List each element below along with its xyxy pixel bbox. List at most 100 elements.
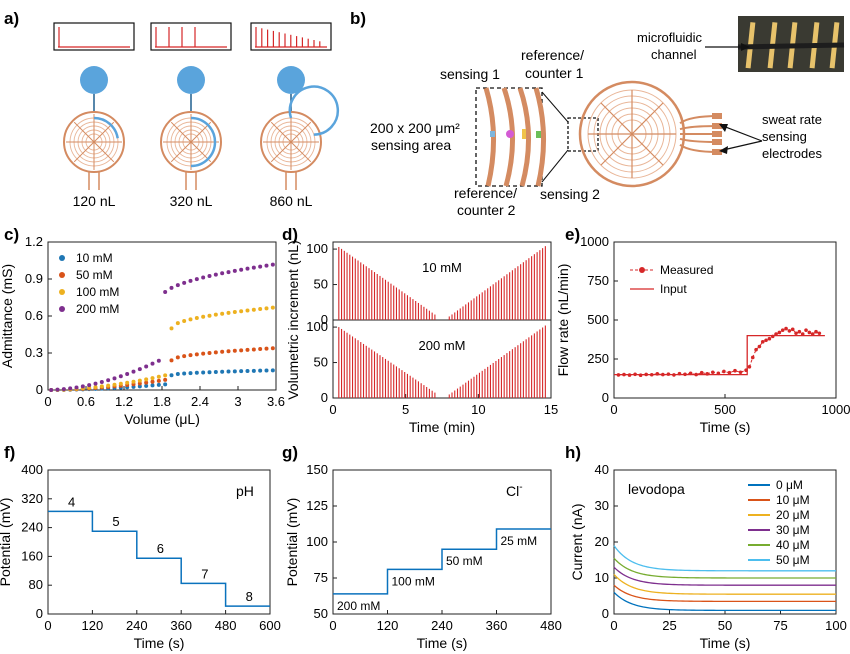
y-tick-label: 0 <box>36 382 43 397</box>
y-axis-label: Admittance (mS) <box>0 264 15 368</box>
device-b-spoke <box>600 102 633 135</box>
label-microfluidic-a: microfluidic <box>637 30 703 45</box>
data-point <box>156 378 161 383</box>
measured-point <box>790 327 795 332</box>
device-b-spoke <box>600 133 633 166</box>
data-point <box>264 368 269 373</box>
data-point <box>270 305 275 310</box>
x-tick-label: 600 <box>259 618 281 633</box>
panel-a-devices <box>53 22 340 190</box>
measured-point <box>677 371 682 376</box>
measured-point <box>800 332 805 336</box>
reference-2-electrode <box>517 87 532 187</box>
measured-point <box>649 372 654 377</box>
sensing-2-electrode <box>533 87 547 187</box>
data-point <box>270 262 275 267</box>
cl-annotation: Cl- <box>506 482 523 499</box>
marks-g: 200 mM 100 mM 50 mM 25 mM <box>333 528 551 613</box>
measured-point <box>644 372 648 377</box>
measured-point <box>780 328 785 332</box>
data-point <box>188 353 193 358</box>
cl-annotation-sup: - <box>519 482 522 493</box>
label-reference-1b: counter 1 <box>525 65 584 81</box>
y-tick-label: 0.9 <box>25 271 43 286</box>
axes-f: 0 120 240 360 480 600 0 80 160 240 320 400 Time (s) P… <box>0 462 281 651</box>
current-trace <box>613 591 837 612</box>
data-point <box>144 377 149 382</box>
legend-marker <box>59 255 65 261</box>
panel-label-h: h) <box>565 443 581 462</box>
current-trace <box>613 566 836 586</box>
y-tick-label: 50 <box>314 606 328 621</box>
measured-point <box>722 369 726 374</box>
levodopa-annotation: levodopa <box>628 481 685 497</box>
legend-label: 200 mM <box>76 302 119 316</box>
data-point <box>251 347 256 352</box>
x-tick-label: 480 <box>540 618 562 633</box>
marks-d: 10 mM 200 mM <box>338 246 546 398</box>
data-point <box>175 355 180 360</box>
legend-label: 10 μM <box>776 493 810 507</box>
device-spoke <box>73 141 95 163</box>
data-point <box>144 380 149 385</box>
y-tick-label: 150 <box>306 462 328 477</box>
sweat-arrowhead-1 <box>719 124 728 132</box>
data-point <box>264 263 269 268</box>
data-point <box>169 326 174 331</box>
data-point <box>232 348 237 353</box>
measured-point <box>727 370 732 375</box>
device-spoke <box>73 121 95 143</box>
data-point <box>226 270 231 275</box>
data-point <box>220 369 225 374</box>
y-tick-label: 100 <box>306 319 328 334</box>
x-tick-label: 5 <box>402 402 409 417</box>
x-tick-label: 1.8 <box>153 394 171 409</box>
label-sensing-2: sensing 2 <box>540 186 600 202</box>
series-label: 10 mM <box>422 260 462 275</box>
measured-point <box>705 372 710 376</box>
data-point <box>251 307 256 312</box>
data-point <box>93 385 98 390</box>
data-point <box>68 386 73 391</box>
data-point <box>163 373 168 378</box>
data-point <box>131 369 136 374</box>
data-point <box>112 382 117 387</box>
x-tick-label: 0 <box>44 394 51 409</box>
current-trace <box>613 545 837 572</box>
data-point <box>213 272 218 277</box>
sensing-area-blue <box>490 131 495 137</box>
data-point <box>137 381 142 386</box>
x-tick-label: 500 <box>714 402 736 417</box>
data-point <box>150 379 155 384</box>
measured-point <box>627 373 632 377</box>
y-tick-label: 0 <box>602 390 609 405</box>
x-tick-label: 240 <box>126 618 148 633</box>
measured-point <box>683 372 687 377</box>
x-tick-label: 1.2 <box>115 394 133 409</box>
axes-h: 0 25 50 75 100 0 10 20 30 40 Time (s) Current (nA) <box>569 462 847 651</box>
step-label: 5 <box>112 514 119 529</box>
step-label: 6 <box>157 541 164 556</box>
y-tick-label: 10 <box>595 570 609 585</box>
y-tick-label: 1.2 <box>25 234 43 249</box>
data-point <box>137 367 142 372</box>
y-tick-label: 250 <box>587 351 609 366</box>
data-point <box>156 374 161 379</box>
data-point <box>131 379 136 384</box>
x-tick-label: 480 <box>215 618 237 633</box>
data-point <box>258 368 263 373</box>
data-point <box>182 354 187 359</box>
reservoir-circle <box>177 66 205 94</box>
data-point <box>201 351 206 356</box>
y-tick-label: 50 <box>314 277 328 292</box>
device-b-spoke <box>631 102 664 135</box>
data-point <box>175 283 180 288</box>
sweat-arrowhead-2 <box>719 146 728 154</box>
measured-point <box>817 331 822 336</box>
data-point <box>239 369 244 374</box>
data-point <box>55 387 60 392</box>
legend-label: 50 μM <box>776 553 810 567</box>
device-b-pad <box>712 113 722 119</box>
data-point <box>61 387 66 392</box>
